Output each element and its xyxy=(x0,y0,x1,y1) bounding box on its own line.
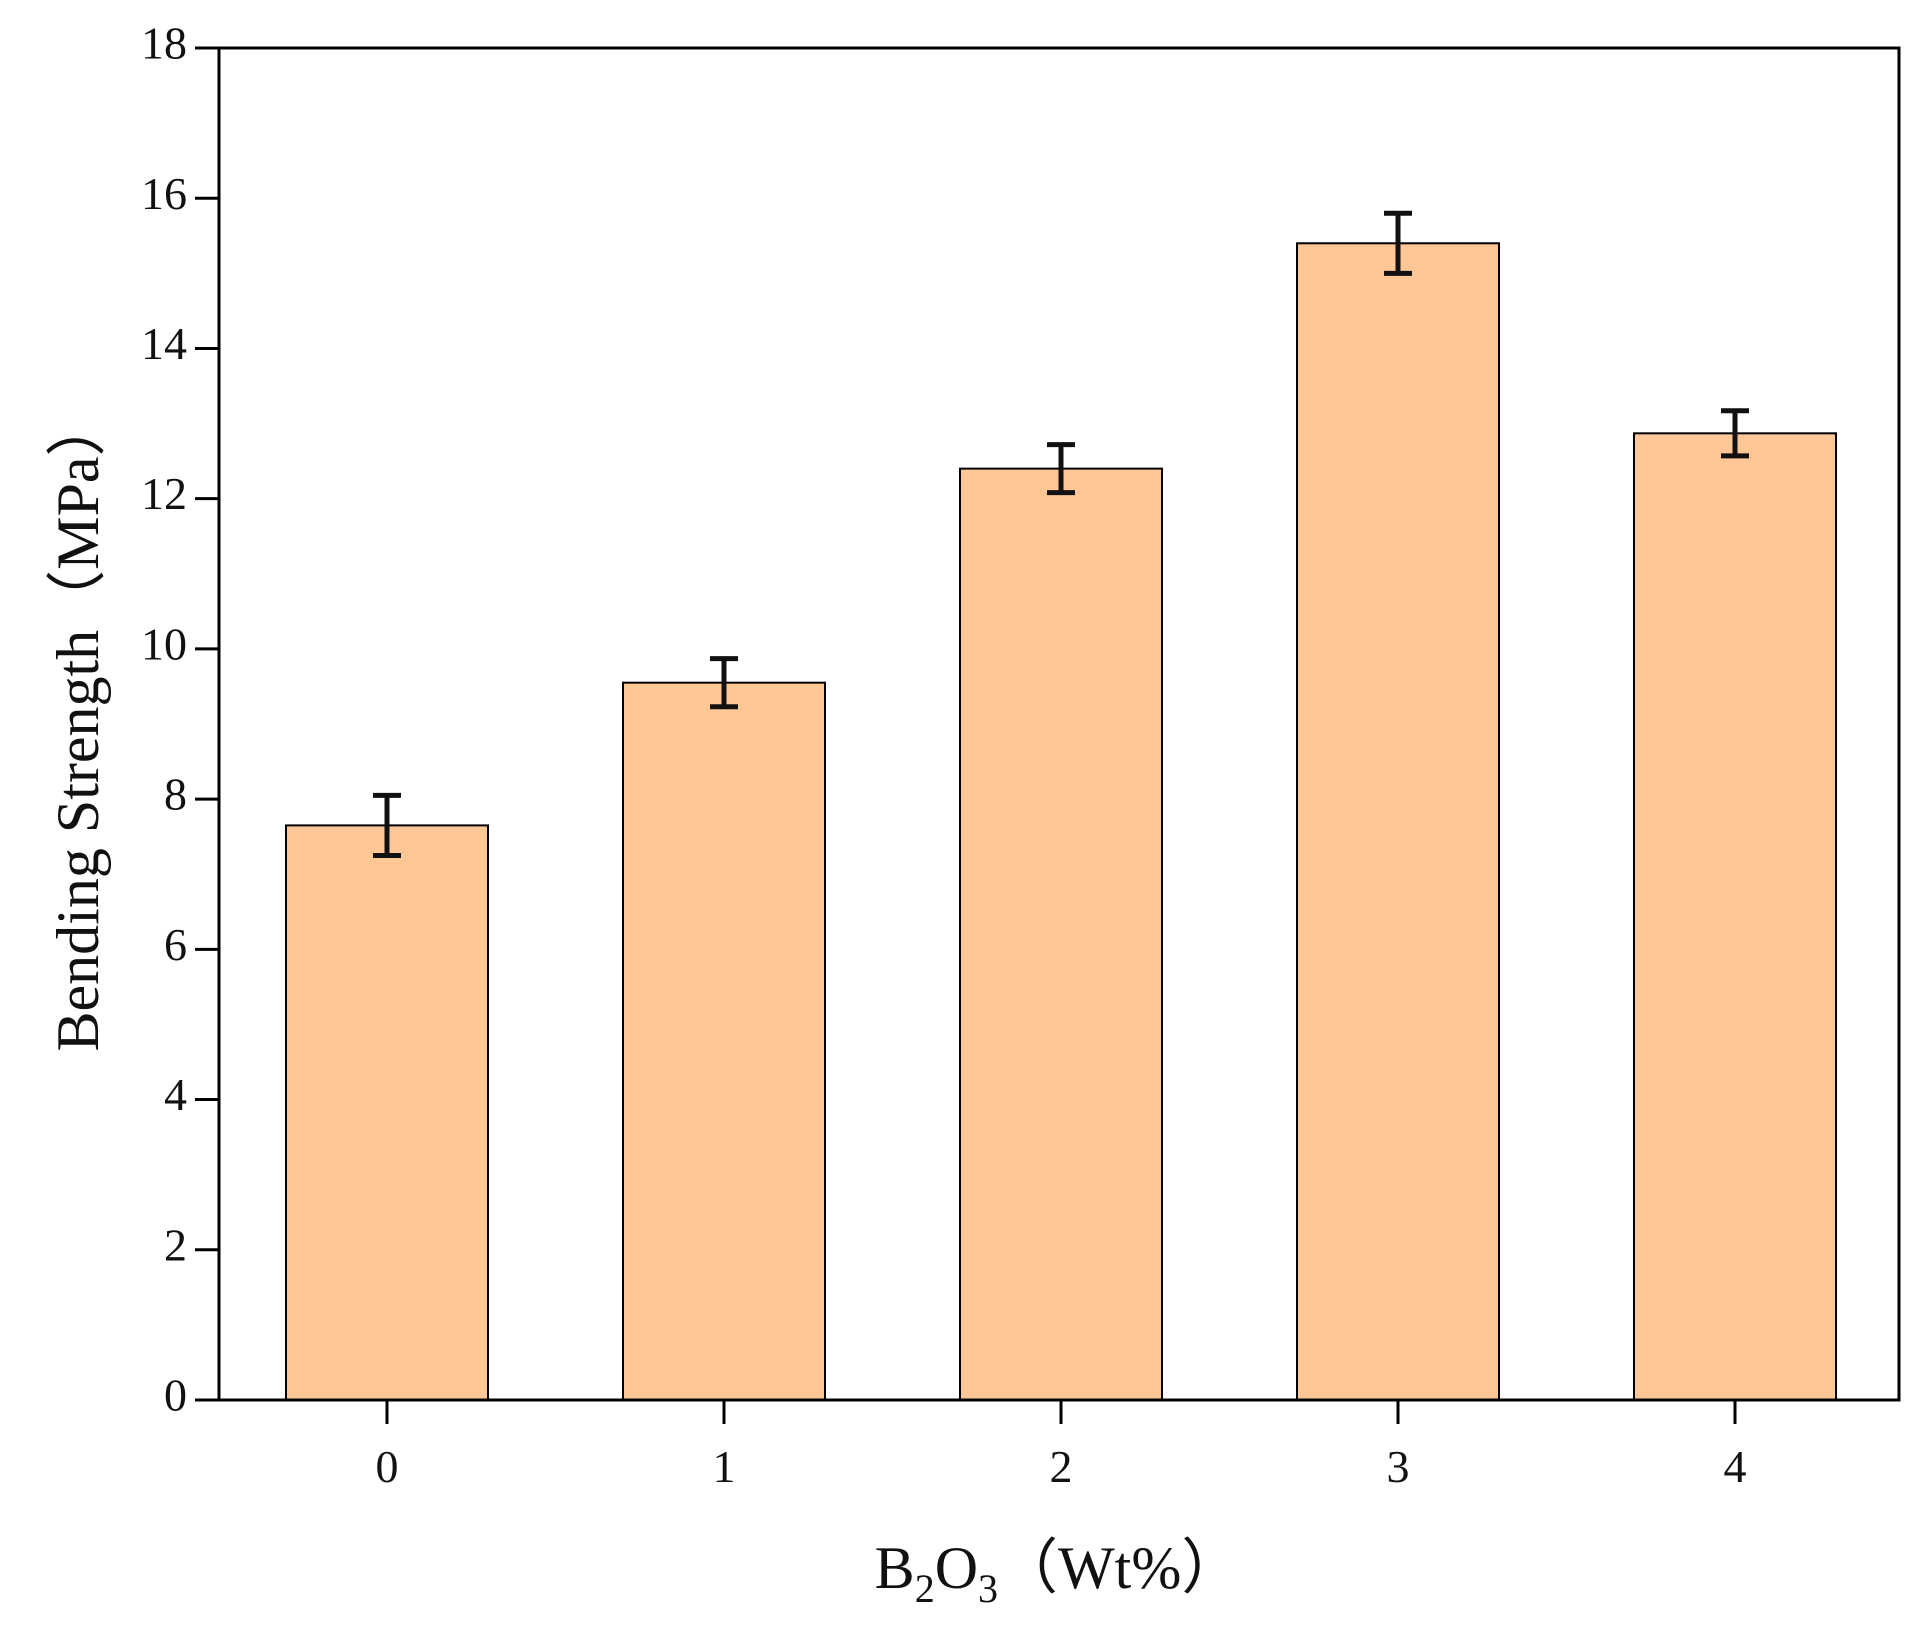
y-tick-label: 8 xyxy=(164,769,187,820)
error-bar-1 xyxy=(710,656,738,710)
x-axis-title-subscript-2: 3 xyxy=(978,1566,998,1611)
error-bars-layer xyxy=(373,210,1749,858)
x-tick-label: 2 xyxy=(1050,1441,1073,1492)
y-tick-label: 14 xyxy=(141,318,187,369)
bars-layer xyxy=(285,242,1837,1402)
y-axis-title: Bending Strength（MPa） xyxy=(45,397,111,1052)
x-tick-label: 3 xyxy=(1387,1441,1410,1492)
x-axis-title: B2O3（Wt%） xyxy=(875,1535,1242,1611)
y-axis: 0 2 4 6 8 10 12 14 16 18 xyxy=(141,18,219,1421)
error-bar-0 xyxy=(373,792,401,858)
plot-frame xyxy=(217,46,1901,1402)
x-axis-title-main: B xyxy=(875,1535,915,1601)
error-bar-2 xyxy=(1047,442,1075,496)
x-axis-title-subscript-1: 2 xyxy=(915,1566,935,1611)
bar-3 xyxy=(1296,242,1500,1401)
error-bar-4 xyxy=(1721,408,1749,459)
y-tick-label: 6 xyxy=(164,919,187,970)
x-tick-label: 0 xyxy=(376,1441,399,1492)
x-tick-label: 4 xyxy=(1724,1441,1747,1492)
y-tick-label: 18 xyxy=(141,18,187,69)
bar-0 xyxy=(285,824,489,1401)
y-tick-label: 4 xyxy=(164,1069,187,1120)
y-tick-label: 0 xyxy=(164,1370,187,1421)
error-bar-3 xyxy=(1384,210,1412,276)
bar-4 xyxy=(1633,432,1837,1401)
y-tick-label: 12 xyxy=(141,468,187,519)
y-tick-label: 10 xyxy=(141,618,187,669)
bar-1 xyxy=(622,681,826,1401)
x-tick-label: 1 xyxy=(713,1441,736,1492)
bar-2 xyxy=(959,467,1163,1402)
x-axis: 0 1 2 3 4 xyxy=(376,1400,1747,1492)
x-axis-title-suffix: （Wt%） xyxy=(998,1535,1241,1601)
y-tick-label: 2 xyxy=(164,1219,187,1270)
x-axis-title-mid: O xyxy=(935,1535,978,1601)
y-tick-label: 16 xyxy=(141,168,187,219)
